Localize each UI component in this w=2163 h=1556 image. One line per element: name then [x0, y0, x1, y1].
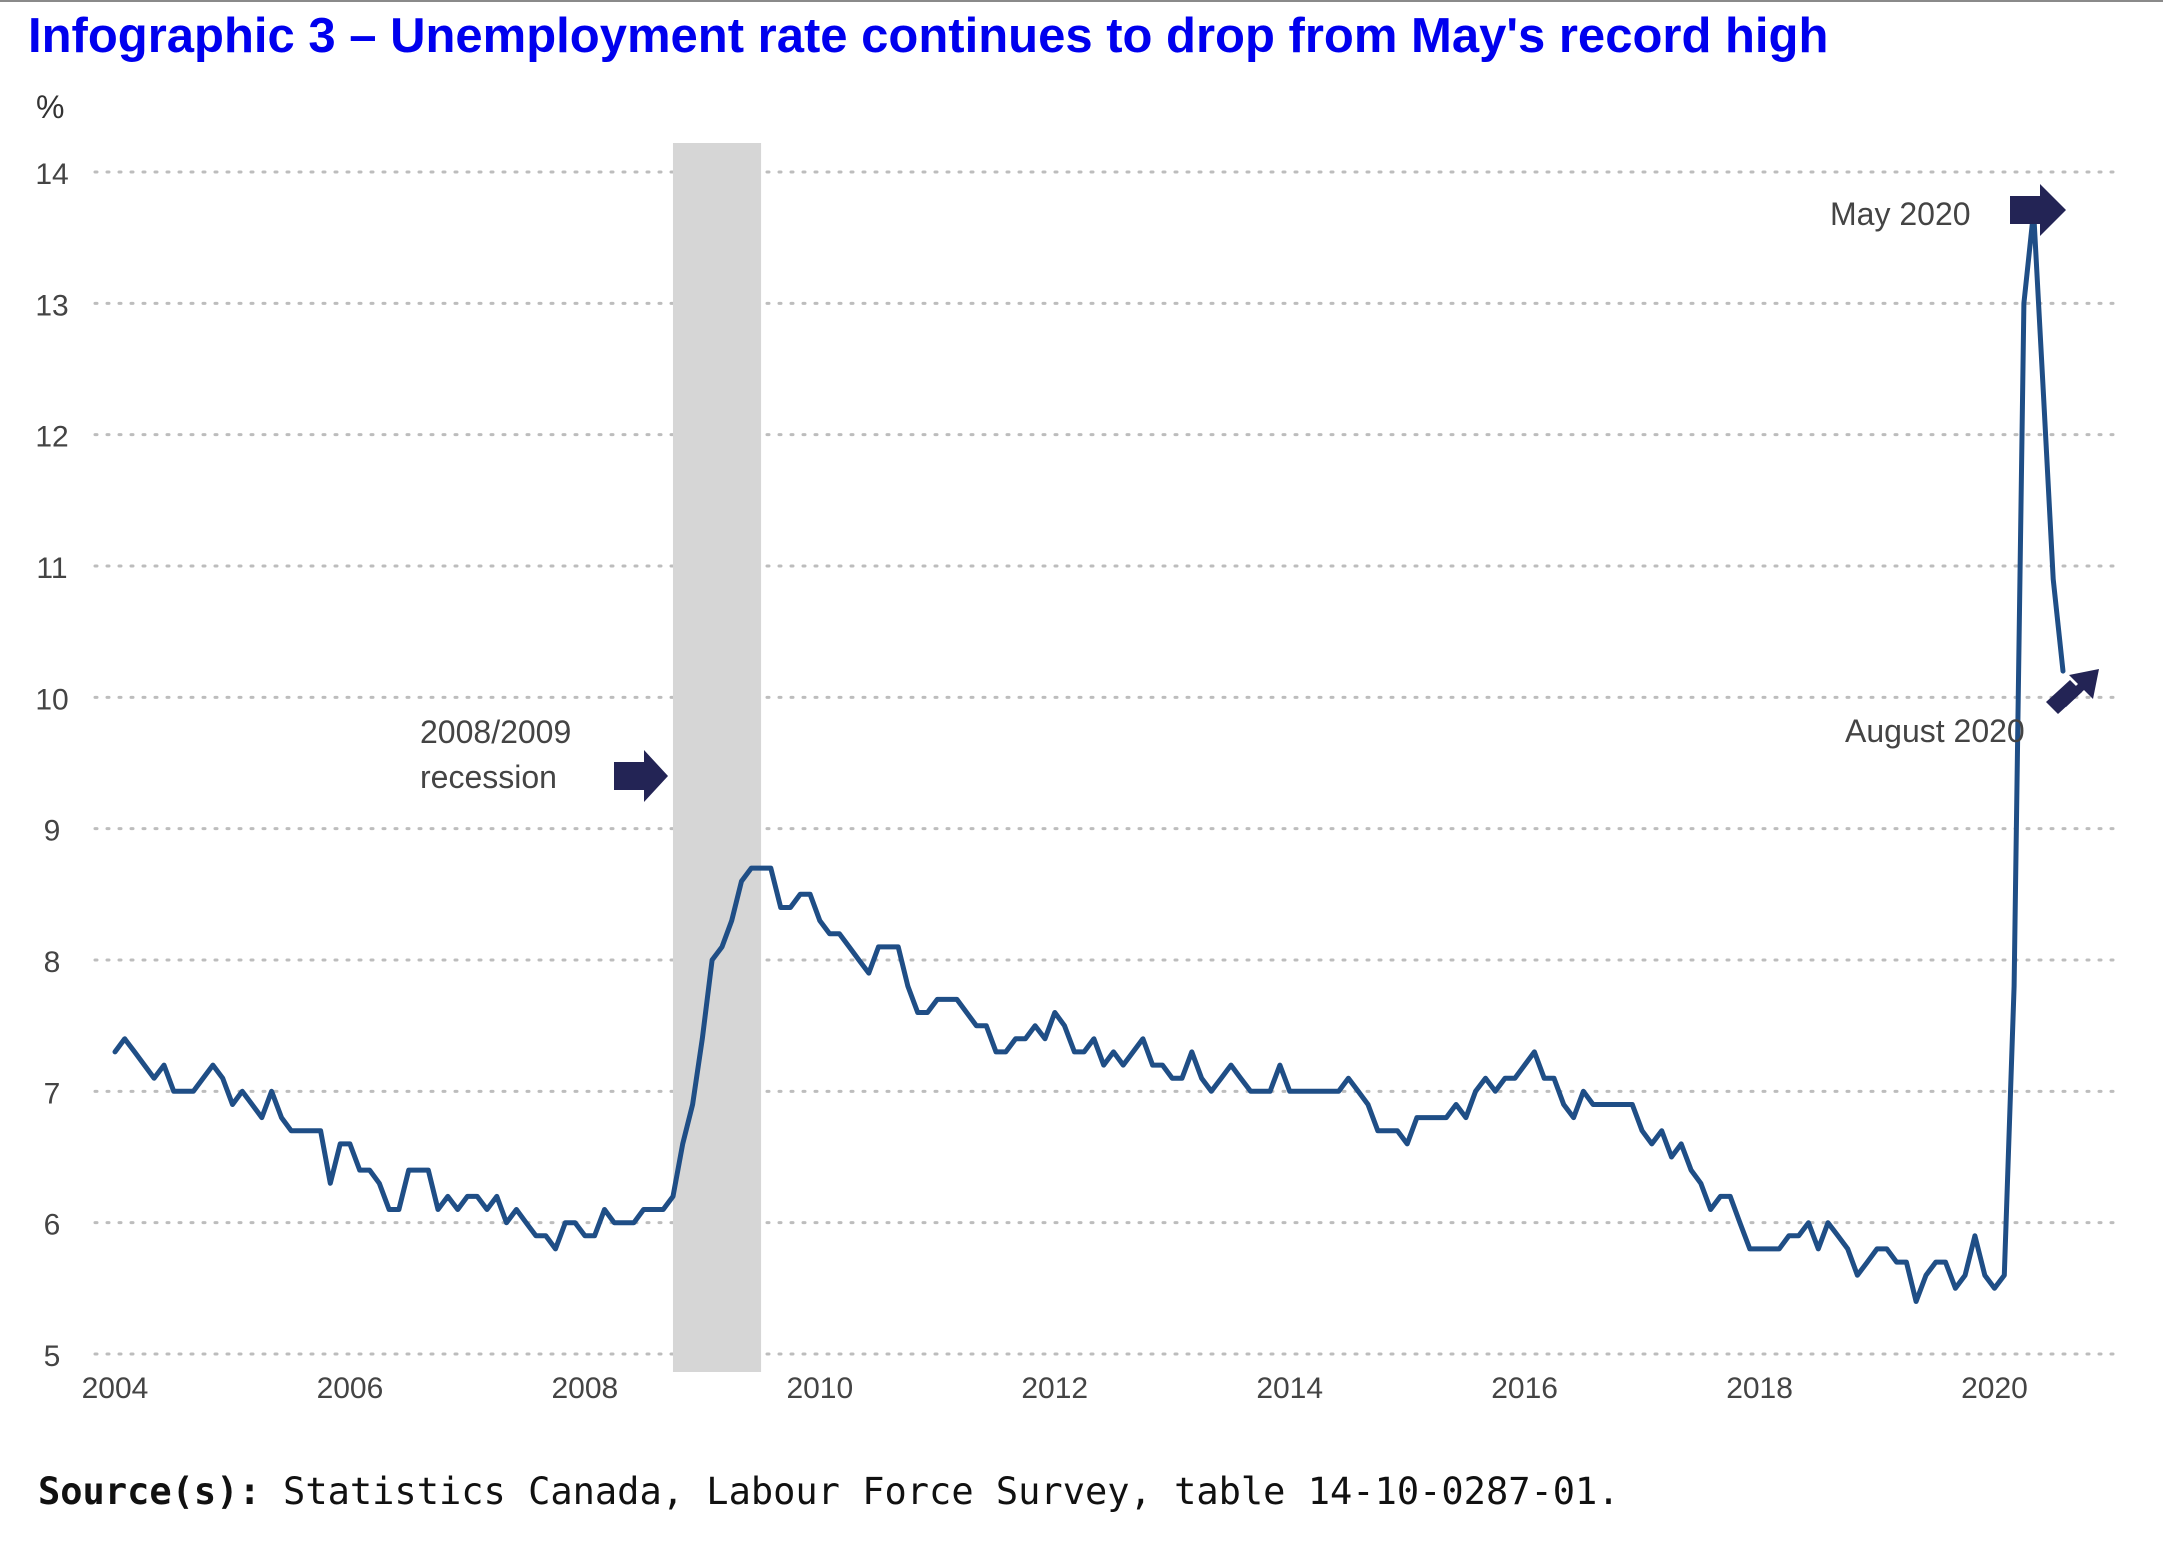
x-tick-label: 2014	[1256, 1372, 1323, 1405]
august-2020-arrow-shaft	[2046, 680, 2082, 714]
august-2020-annotation-text: August 2020	[1845, 713, 2025, 749]
y-axis-unit-label: %	[36, 89, 64, 125]
x-tick-label: 2016	[1491, 1372, 1558, 1405]
may-2020-annotation-text: May 2020	[1830, 196, 1971, 232]
may-2020-arrow-icon	[2010, 184, 2066, 236]
annotations: 2008/2009 recession May 2020 August 2020	[420, 184, 2099, 802]
source-note: Source(s): Statistics Canada, Labour For…	[38, 1470, 1620, 1513]
gridlines	[93, 170, 2120, 1356]
x-tick-label: 2018	[1726, 1372, 1793, 1405]
y-tick-label: 6	[44, 1209, 61, 1242]
y-tick-label: 14	[35, 158, 68, 191]
y-tick-label: 9	[44, 815, 61, 848]
source-label: Source(s):	[38, 1470, 261, 1513]
y-tick-label: 5	[44, 1340, 61, 1373]
recession-band	[672, 143, 762, 1372]
x-axis-ticks: 2004 2006 2008 2010 2012 2014 2016 2018 2020	[82, 1372, 2028, 1405]
x-tick-label: 2006	[317, 1372, 384, 1405]
data-points	[113, 209, 2065, 1303]
page-title: Infographic 3 – Unemployment rate contin…	[28, 9, 1829, 63]
top-border	[0, 0, 2163, 2]
y-tick-label: 7	[44, 1077, 61, 1110]
y-axis-ticks: 5 6 7 8 9 10 11 12 13 14	[35, 158, 68, 1373]
x-tick-label: 2008	[552, 1372, 619, 1405]
x-tick-label: 2020	[1961, 1372, 2028, 1405]
recession-annotation-text: recession	[420, 759, 557, 795]
y-tick-label: 11	[36, 552, 67, 585]
unemployment-rate-line	[112, 208, 2066, 1304]
x-tick-label: 2010	[786, 1372, 853, 1405]
y-tick-label: 10	[35, 683, 68, 716]
y-tick-label: 12	[35, 421, 68, 454]
y-tick-label: 13	[35, 289, 68, 322]
recession-arrow-icon	[614, 750, 668, 802]
recession-annotation-text: 2008/2009	[420, 714, 571, 750]
x-tick-label: 2004	[82, 1372, 149, 1405]
y-tick-label: 8	[44, 946, 61, 979]
x-tick-label: 2012	[1021, 1372, 1088, 1405]
source-text: Statistics Canada, Labour Force Survey, …	[283, 1470, 1620, 1513]
